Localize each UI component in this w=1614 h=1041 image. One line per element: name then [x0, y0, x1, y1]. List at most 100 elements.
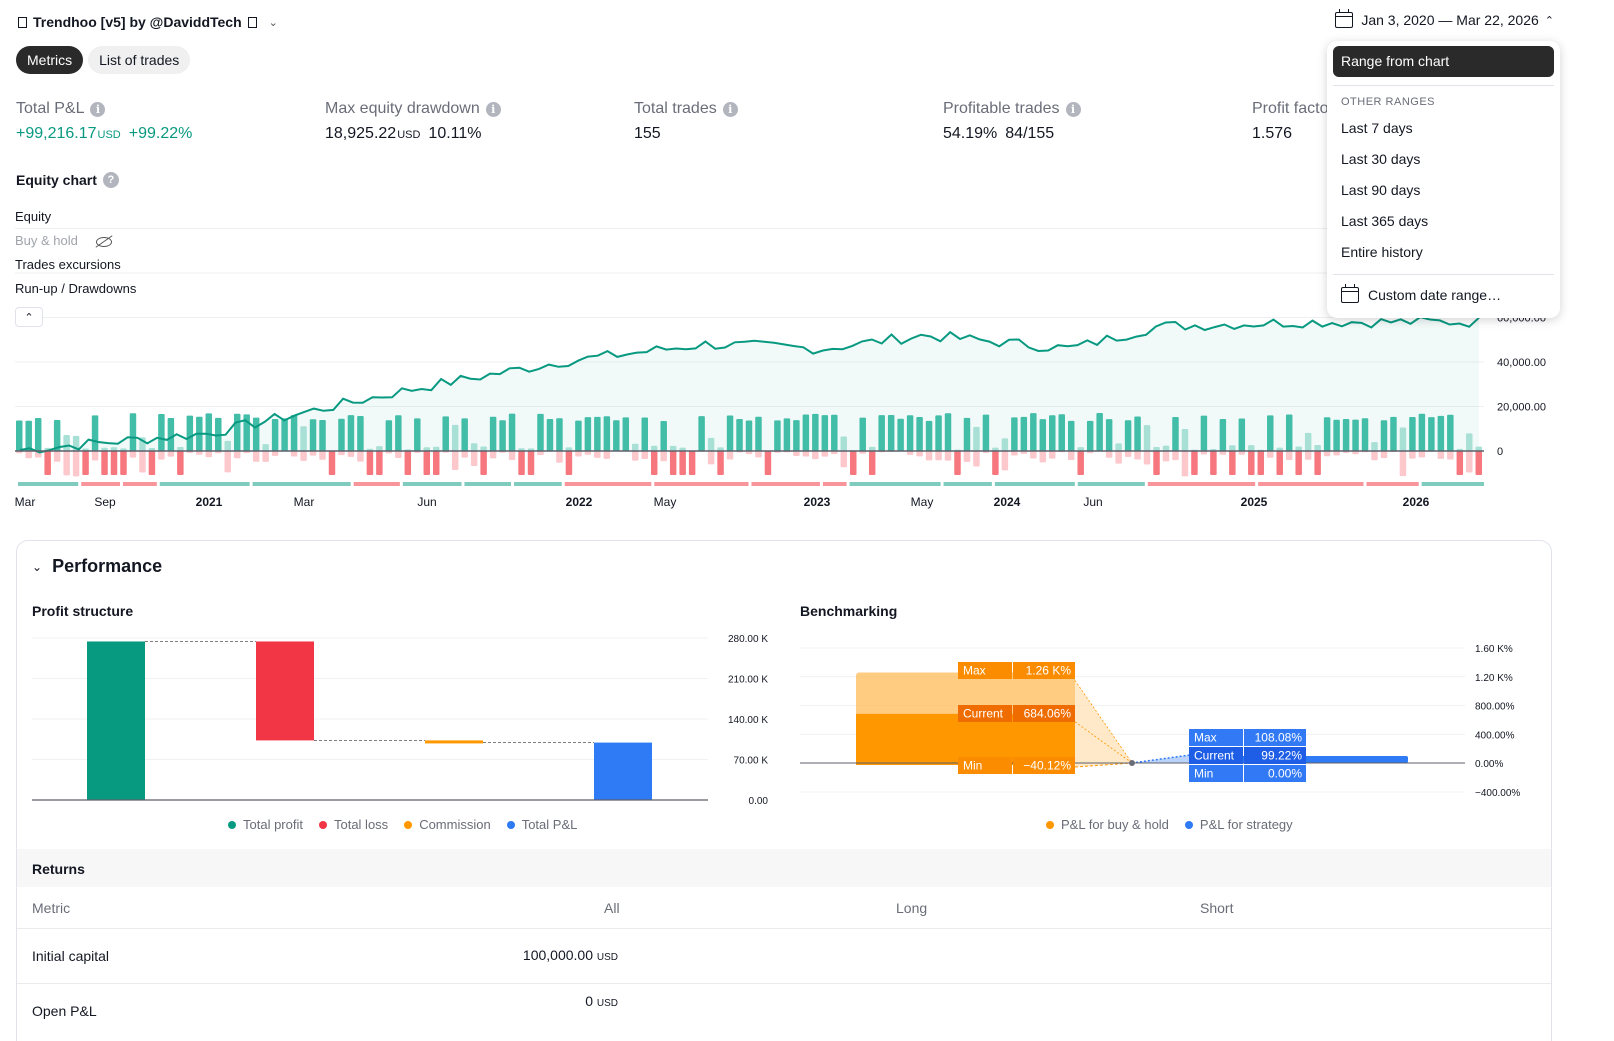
- performance-header[interactable]: ⌄ Performance: [32, 556, 162, 577]
- drawdown-bar: [973, 451, 980, 467]
- runup-bar: [859, 417, 866, 451]
- metric-profit-factor: Profit factor 1.576: [1252, 100, 1561, 143]
- toggle-runup-drawdowns[interactable]: Run-up / Drawdowns: [15, 281, 137, 296]
- drawdown-bar: [850, 451, 857, 475]
- runup-bar: [1248, 445, 1255, 451]
- toggle-equity[interactable]: Equity: [15, 209, 52, 224]
- x-tick-label: May: [911, 495, 934, 509]
- drawdown-bar: [1409, 451, 1416, 459]
- date-range-button[interactable]: Jan 3, 2020 — Mar 22, 2026 ⌃: [1335, 9, 1554, 28]
- tab-list-of-trades[interactable]: List of trades: [88, 46, 191, 74]
- menu-item-last-365-days[interactable]: Last 365 days: [1341, 213, 1429, 229]
- y-tick-label: 280.00 K: [728, 634, 768, 645]
- trade-segment: [81, 482, 120, 486]
- strategy-min-label: Min: [1194, 767, 1213, 781]
- runup-bar: [660, 420, 667, 451]
- runup-bar: [1067, 420, 1075, 451]
- drawdown-bar: [1323, 451, 1331, 457]
- toggle-buy-hold[interactable]: Buy & hold: [15, 234, 136, 258]
- runup-bar: [300, 426, 307, 451]
- runup-bar: [1267, 415, 1274, 451]
- drawdown-bar: [726, 451, 734, 460]
- drawdown-bar: [1285, 451, 1293, 461]
- y-tick-label: 0.00: [749, 796, 769, 807]
- info-icon[interactable]: i: [722, 101, 738, 117]
- benchmarking-title: Benchmarking: [800, 603, 898, 619]
- y-tick-label: 40,000.00: [1497, 357, 1546, 369]
- runup-bar: [1447, 414, 1454, 451]
- info-icon[interactable]: i: [485, 101, 501, 117]
- drawdown-bar: [451, 451, 459, 470]
- x-tick-label: Mar: [294, 495, 315, 509]
- menu-item-last-30-days[interactable]: Last 30 days: [1341, 151, 1421, 167]
- runup-bar: [802, 414, 810, 451]
- runup-bar: [1475, 446, 1482, 451]
- runup-bar: [1285, 414, 1293, 451]
- trade-segment: [1077, 482, 1145, 486]
- legend-buy-hold: P&L for buy & hold: [1046, 817, 1169, 832]
- x-tick-label: 2021: [196, 495, 223, 509]
- runup-bar: [878, 415, 885, 451]
- menu-item-range-from-chart[interactable]: Range from chart: [1333, 46, 1554, 77]
- runup-bar: [1200, 415, 1208, 451]
- date-range-dropdown: Range from chart OTHER RANGES Last 7 day…: [1327, 41, 1560, 318]
- drawdown-bar: [1115, 451, 1122, 464]
- menu-item-last-90-days[interactable]: Last 90 days: [1341, 182, 1421, 198]
- toggle-trades-excursions[interactable]: Trades excursions: [15, 257, 121, 272]
- drawdown-bar: [1124, 451, 1132, 457]
- drawdown-bar: [1039, 451, 1047, 463]
- runup-bar: [1011, 417, 1018, 451]
- calendar-icon: [1341, 284, 1359, 303]
- runup-bar: [489, 416, 497, 451]
- menu-item-last-7-days[interactable]: Last 7 days: [1341, 120, 1413, 136]
- strategy-name: Trendhoo [v5] by @DaviddTech: [33, 14, 242, 30]
- runup-bar: [1437, 415, 1445, 451]
- metric-total-pnl: Total P&L i +99,216.17 USD +99.22%: [16, 100, 325, 143]
- menu-item-entire-history[interactable]: Entire history: [1341, 244, 1423, 260]
- drawdown-bar: [1371, 451, 1378, 461]
- legend-label: P&L for buy & hold: [1061, 817, 1169, 832]
- metric-total-trades: Total trades i 155: [634, 100, 943, 143]
- drawdown-bar: [1276, 451, 1283, 475]
- runup-bar: [101, 447, 108, 451]
- collapse-toggles-button[interactable]: ⌃: [15, 307, 43, 327]
- info-icon[interactable]: i: [1065, 101, 1081, 117]
- runup-bar: [575, 420, 582, 451]
- drawdown-bar: [556, 451, 563, 463]
- drawdown-bar: [328, 451, 336, 475]
- chevron-up-icon: ⌃: [24, 312, 34, 324]
- chevron-up-icon: ⌃: [1544, 14, 1554, 27]
- runup-bar: [707, 437, 715, 451]
- strategy-icon: [18, 16, 27, 28]
- help-icon[interactable]: ?: [102, 172, 119, 188]
- buyhold-current-bar: [856, 713, 1075, 765]
- runup-bar: [338, 418, 345, 451]
- drawdown-bar: [44, 451, 51, 475]
- menu-item-custom-date-range[interactable]: Custom date range…: [1341, 284, 1501, 303]
- trade-segment: [1147, 482, 1256, 486]
- eye-off-icon[interactable]: [95, 236, 112, 247]
- runup-bar: [451, 424, 459, 451]
- runup-bar: [16, 420, 23, 451]
- x-tick-label: 2025: [1241, 495, 1268, 509]
- drawdown-bar: [954, 451, 961, 475]
- runup-bar: [641, 417, 648, 451]
- info-icon[interactable]: i: [90, 101, 106, 117]
- drawdown-bar: [755, 451, 762, 458]
- drawdown-bar: [1456, 451, 1464, 475]
- strategy-title[interactable]: Trendhoo [v5] by @DaviddTech ⌄: [18, 14, 278, 30]
- metric-percent: 10.11%: [428, 125, 482, 142]
- chevron-down-icon[interactable]: ⌄: [268, 16, 278, 29]
- value: 100,000.00: [522, 947, 593, 963]
- runup-bar: [470, 443, 478, 451]
- strategy-settings-icon[interactable]: [247, 16, 257, 28]
- drawdown-bar: [129, 451, 137, 458]
- legend-label: Total P&L: [521, 817, 578, 832]
- dot-icon: [506, 821, 515, 829]
- trade-segment: [402, 482, 462, 486]
- runup-bar: [1229, 445, 1236, 451]
- drawdown-bar: [508, 451, 516, 461]
- tab-metrics[interactable]: Metrics: [16, 46, 84, 74]
- metric-label: Profitable trades: [943, 100, 1060, 117]
